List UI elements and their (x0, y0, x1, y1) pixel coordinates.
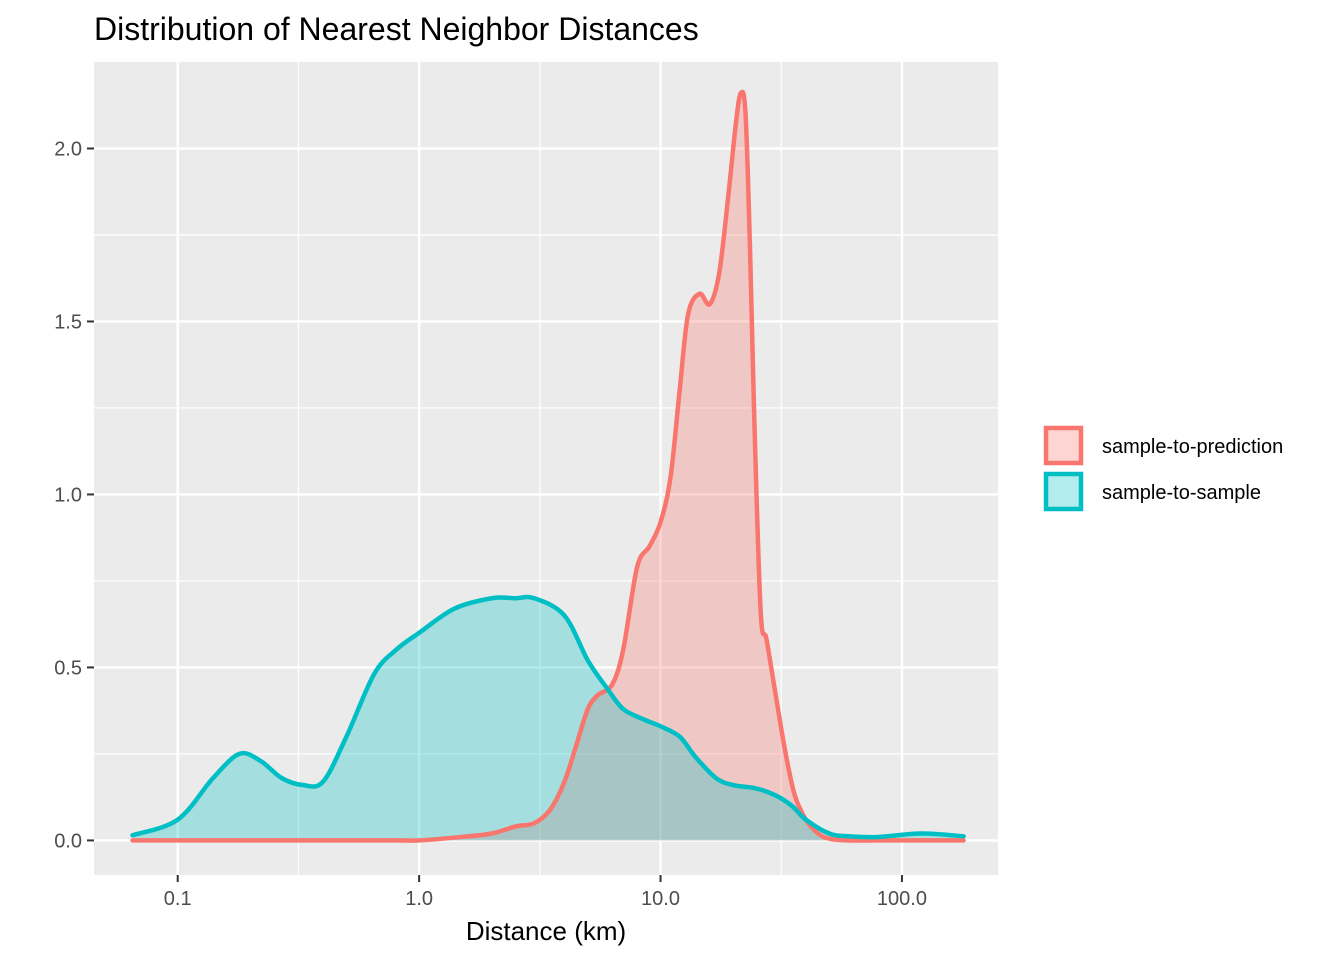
plot-panel (94, 62, 998, 875)
legend-label-sample-to-prediction: sample-to-prediction (1102, 436, 1283, 458)
series-layer (130, 89, 966, 843)
y-tick-label: 2.0 (54, 138, 82, 160)
legend: sample-to-prediction sample-to-sample (1043, 425, 1283, 512)
legend-key-bg (1043, 425, 1084, 466)
x-axis: 0.1 1.0 10.0 100.0 (164, 875, 927, 910)
x-tick-label: 10.0 (641, 888, 680, 910)
chart-title: Distribution of Nearest Neighbor Distanc… (94, 11, 699, 47)
x-axis-title: Distance (km) (466, 916, 626, 946)
density-line-sample-to-sample (130, 594, 966, 840)
x-tick-label: 100.0 (877, 888, 927, 910)
density-area-sample-to-sample (132, 596, 964, 841)
y-axis: 0.0 0.5 1.0 1.5 2.0 (54, 138, 94, 852)
y-tick-label: 0.5 (54, 657, 82, 679)
legend-label-sample-to-sample: sample-to-sample (1102, 482, 1261, 504)
legend-swatch-sample-to-prediction (1043, 425, 1084, 466)
legend-item-sample-to-prediction: sample-to-prediction (1043, 425, 1283, 466)
legend-key-bg (1043, 471, 1084, 512)
density-areas (132, 91, 964, 841)
y-tick-label: 1.0 (54, 484, 82, 506)
y-tick-label: 1.5 (54, 311, 82, 333)
major-grid (94, 62, 998, 875)
density-line-sample-to-prediction (130, 89, 966, 843)
y-tick-label: 0.0 (54, 830, 82, 852)
x-tick-label: 1.0 (405, 888, 433, 910)
legend-swatch-sample-to-sample (1043, 471, 1084, 512)
density-area-sample-to-prediction (132, 91, 964, 841)
x-tick-label: 0.1 (164, 888, 192, 910)
density-lines (130, 89, 966, 843)
legend-item-sample-to-sample: sample-to-sample (1043, 471, 1261, 512)
